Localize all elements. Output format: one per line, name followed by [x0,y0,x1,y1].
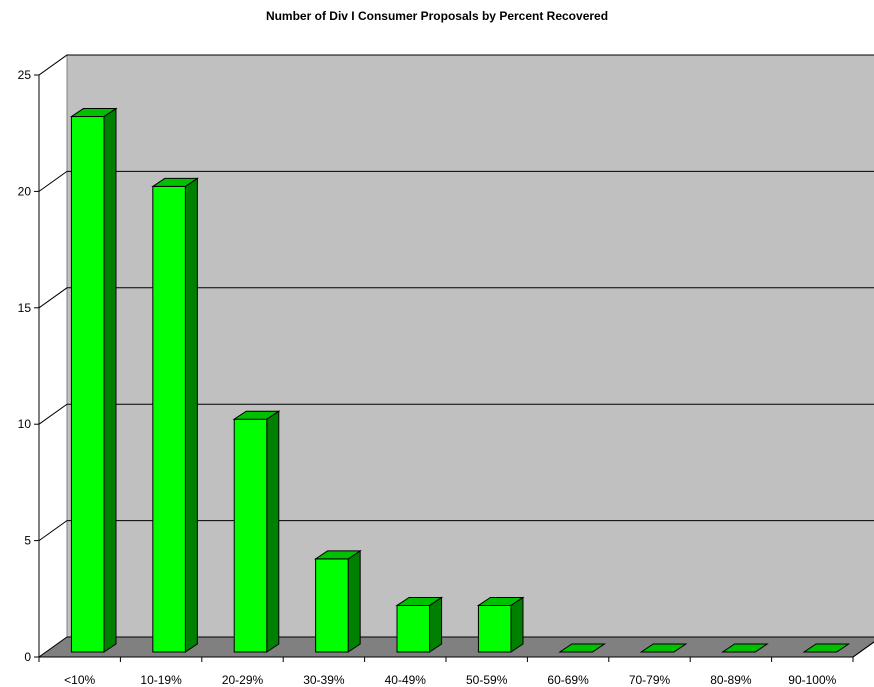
x-axis: <10% 10-19% 20-29% 30-39% 40-49% 50-59% 60-69%… [38,641,874,687]
y-tick-label: 0 [24,650,31,664]
bar-top [802,643,851,653]
bars [69,107,851,653]
bar-top [232,410,281,420]
y-axis: 0 5 10 15 20 25 [18,68,40,664]
bar-top [313,550,362,560]
gridline [38,54,874,76]
x-tick-label: 20-29% [222,673,264,687]
bar [69,107,118,653]
bar [558,643,607,653]
x-tick-label: 90-100% [788,673,836,687]
chart-title: Number of Div I Consumer Proposals by Pe… [266,9,608,23]
bar-front [70,116,105,653]
side-wall [38,54,68,658]
x-tick-label: 40-49% [385,673,427,687]
bar-side [266,410,280,653]
bar-top [69,108,118,118]
bar-top [151,177,200,187]
bar-front [152,185,186,653]
gridline [38,287,874,309]
bar [802,643,851,653]
plot-area [37,54,874,658]
bar-side [510,596,524,653]
bar [720,643,769,653]
bar-side [184,177,198,653]
floor-edge [852,641,874,658]
bar-top [395,596,444,606]
x-tick-label: 10-19% [140,673,182,687]
x-tick-label: <10% [64,673,95,687]
x-tick-label: 70-79% [629,673,671,687]
gridline [38,170,874,192]
back-wall [66,54,874,638]
bar-side [429,596,443,653]
y-tick-label: 15 [18,301,32,315]
bar [151,177,200,653]
y-tick-label: 25 [18,68,32,82]
bar-front [396,604,431,653]
y-tick-label: 20 [18,184,32,198]
bar [395,596,444,653]
x-tick-label: 80-89% [710,673,752,687]
y-tick-label: 10 [18,417,32,431]
bar-top [639,643,688,653]
bar-top [720,643,769,653]
x-tick-label: 60-69% [547,673,589,687]
bar-side [347,549,361,653]
bar-side [103,107,117,653]
bar-front [315,558,349,653]
x-tick-label: 30-39% [303,673,345,687]
gridline [38,520,874,542]
bar [476,596,525,653]
bar-top [558,643,607,653]
bar [313,549,362,653]
y-tick-label: 5 [24,534,31,548]
bar-front [477,604,512,653]
bar-top [476,596,525,606]
bar [232,410,281,653]
gridline [38,403,874,425]
bar-front [233,418,268,653]
bar [639,643,688,653]
x-tick-label: 50-59% [466,673,508,687]
